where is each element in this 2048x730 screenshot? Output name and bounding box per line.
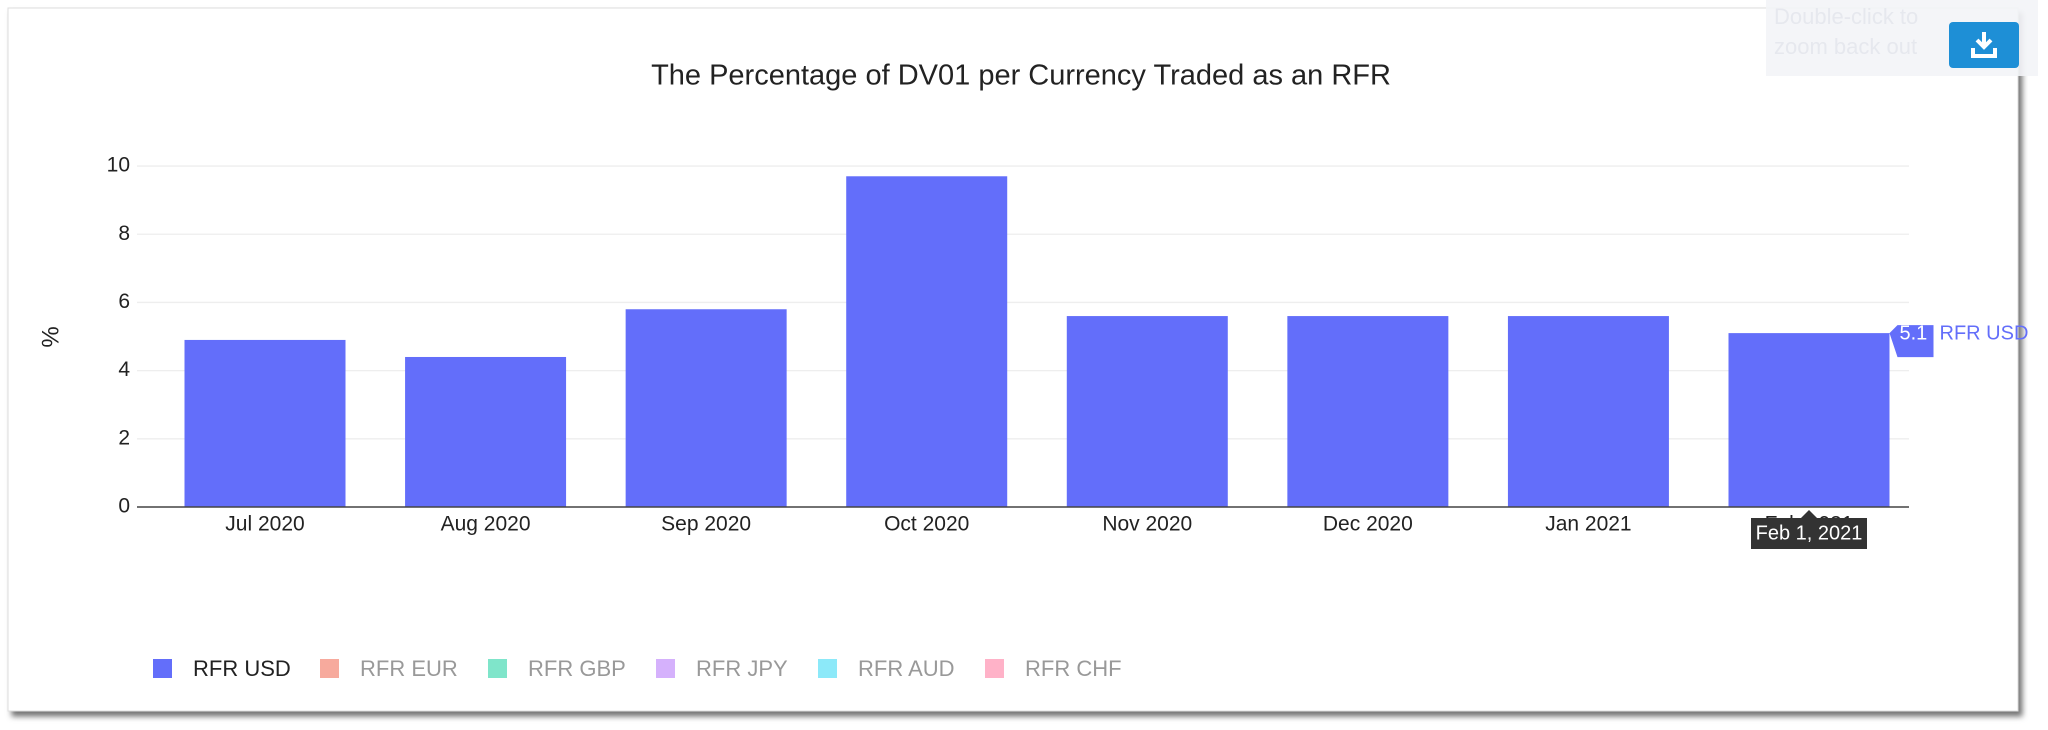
legend-marker[interactable] [320,659,339,678]
hover-label-box [1889,325,1934,358]
chart-title: The Percentage of DV01 per Currency Trad… [651,60,1391,92]
bar[interactable] [405,356,567,507]
legend-label[interactable]: RFR USD [193,656,291,681]
legend-label[interactable]: RFR AUD [858,656,955,681]
bar[interactable] [1507,316,1669,507]
x-tick-label: Nov 2020 [1102,513,1192,536]
legend-marker[interactable] [818,659,837,678]
hover-x-box [1751,510,1867,549]
hover-x-label: Feb 1, 2021 [1756,522,1863,544]
x-tick-label: Dec 2020 [1323,513,1413,536]
bar[interactable] [1728,333,1890,507]
legend-marker[interactable] [153,659,172,678]
legend-label[interactable]: RFR CHF [1025,656,1122,681]
y-tick-label: 6 [118,290,130,313]
download-button[interactable] [1949,22,2019,68]
y-tick-label: 0 [118,495,130,518]
x-tick-label: Sep 2020 [661,513,751,536]
legend-marker[interactable] [488,659,507,678]
x-tick-label: Jul 2020 [225,513,304,536]
bar[interactable] [184,339,346,507]
bar[interactable] [1287,316,1449,507]
x-tick-label: Aug 2020 [441,513,531,536]
bar[interactable] [1066,316,1228,507]
legend-label[interactable]: RFR JPY [696,656,788,681]
x-tick-label: Jan 2021 [1545,513,1631,536]
legend-label[interactable]: RFR EUR [360,656,458,681]
notice: Double-click to zoom back out [1774,4,1919,59]
y-axis-label: % [37,326,64,347]
download-icon[interactable] [1971,32,1997,58]
x-tick-label: Oct 2020 [884,513,969,536]
notice-wrap: Double-click to zoom back out [1774,4,1919,59]
y-tick-label: 2 [118,426,130,449]
y-tick-label: 4 [118,358,130,381]
legend-marker[interactable] [656,659,675,678]
bar[interactable] [846,176,1008,507]
y-tick-label: 8 [118,222,130,245]
bar[interactable] [625,309,787,507]
hover-series: RFR USD [1940,322,2029,344]
legend-marker[interactable] [985,659,1004,678]
legend-label[interactable]: RFR GBP [528,656,626,681]
y-tick-label: 10 [107,154,130,177]
hover-value: 5.1 [1900,322,1928,344]
